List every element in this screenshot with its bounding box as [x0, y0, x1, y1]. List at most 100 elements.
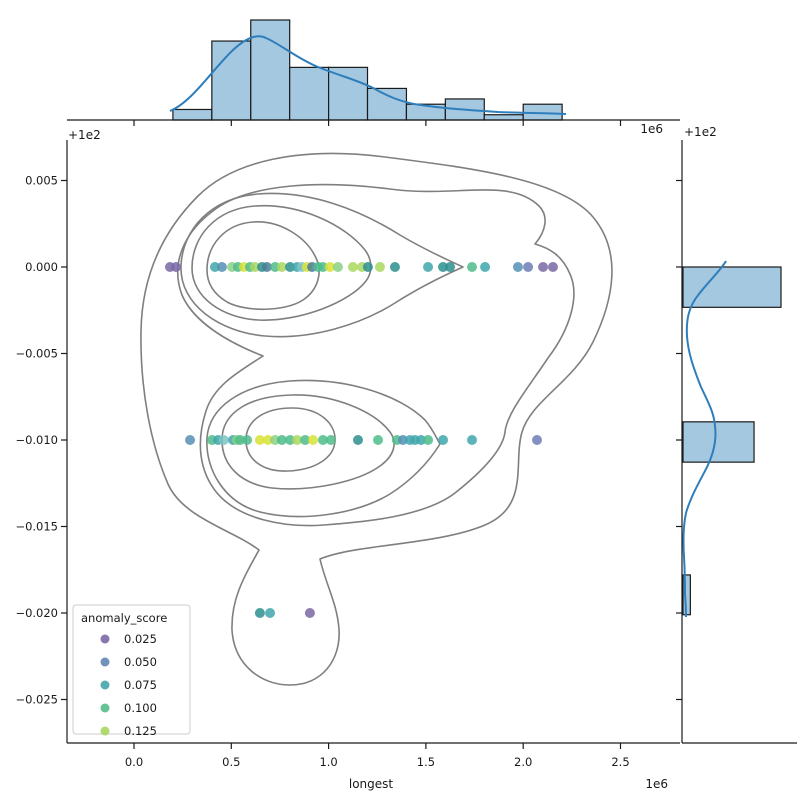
kde-contour-lines — [140, 152, 613, 686]
data-point — [254, 435, 265, 445]
data-point — [416, 435, 427, 445]
x-tick-label: 0.5 — [222, 755, 240, 769]
top-hist-bar — [172, 108, 213, 121]
x-tick-label: 1.0 — [319, 755, 337, 769]
kde-contour — [206, 221, 320, 311]
data-point — [538, 262, 549, 272]
data-point — [389, 262, 400, 272]
data-point — [218, 435, 229, 445]
data-point — [362, 262, 373, 272]
data-point — [532, 435, 543, 445]
data-point — [423, 262, 434, 272]
data-point — [397, 435, 408, 445]
data-point — [480, 262, 491, 272]
x-tick-label: 1.5 — [417, 755, 435, 769]
top-hist-bar — [250, 19, 291, 121]
y-tick-label: −0.020 — [15, 606, 58, 620]
legend: anomaly_score 0.025 0.050 0.075 0.100 0.125 — [72, 604, 191, 738]
scatter-points — [165, 262, 558, 618]
kde-contour — [177, 183, 575, 527]
y-tick-label: −0.025 — [15, 693, 58, 707]
top-hist-bar — [483, 114, 524, 121]
legend-entry-label: 0.025 — [124, 632, 157, 646]
data-point — [242, 435, 253, 445]
data-point — [265, 608, 276, 618]
data-point — [324, 262, 335, 272]
right-marginal-offset-label: +1e2 — [684, 125, 717, 139]
data-point — [276, 435, 287, 445]
main-y-offset-label: +1e2 — [68, 128, 101, 142]
data-point — [317, 262, 328, 272]
legend-entry-label: 0.125 — [124, 724, 157, 738]
data-point — [445, 262, 456, 272]
data-point — [292, 435, 303, 445]
data-point — [547, 262, 558, 272]
right-marginal-y-ticks — [676, 179, 682, 701]
x-tick-label: 2.5 — [611, 755, 629, 769]
data-point — [235, 435, 246, 445]
data-point — [325, 435, 336, 445]
data-point — [209, 262, 220, 272]
data-point — [317, 435, 328, 445]
legend-entry-label: 0.075 — [124, 678, 157, 692]
legend-title: anomaly_score — [81, 611, 167, 625]
right-hist-bar — [682, 421, 755, 463]
data-point — [308, 435, 319, 445]
right-kde-curve — [682, 260, 727, 618]
x-tick-label: 2.0 — [514, 755, 532, 769]
data-point — [523, 262, 534, 272]
legend-swatch — [100, 726, 110, 736]
top-marginal-x-ticks — [133, 120, 622, 126]
data-point — [467, 262, 478, 272]
data-point — [304, 608, 315, 618]
y-tick-label: −0.010 — [15, 433, 58, 447]
legend-entry-label: 0.100 — [124, 701, 157, 715]
data-point — [512, 262, 523, 272]
data-point — [261, 262, 272, 272]
data-point — [276, 262, 287, 272]
data-point — [374, 262, 385, 272]
y-tick-label: −0.005 — [15, 347, 58, 361]
data-point — [216, 262, 227, 272]
data-point — [467, 435, 478, 445]
right-marginal-histogram — [682, 266, 782, 616]
main-y-ticks: 0.005 0.000 −0.005 −0.010 −0.015 −0.020 −0.025 — [15, 174, 67, 707]
main-x-scale-label: 1e6 — [645, 777, 668, 791]
legend-items: 0.025 0.050 0.075 0.100 0.125 — [100, 632, 157, 738]
x-axis-label: longest — [349, 777, 394, 791]
legend-swatch — [100, 680, 110, 690]
data-point — [285, 262, 296, 272]
legend-swatch — [100, 634, 110, 644]
data-point — [250, 262, 261, 272]
kde-contour — [221, 394, 395, 490]
data-point — [347, 262, 358, 272]
top-hist-bar — [366, 87, 408, 121]
main-x-ticks: 0.0 0.5 1.0 1.5 2.0 2.5 — [125, 743, 630, 769]
kde-contour — [206, 379, 441, 518]
y-tick-label: 0.000 — [25, 260, 58, 274]
data-point — [263, 435, 274, 445]
data-point — [423, 435, 434, 445]
data-point — [285, 435, 296, 445]
top-marginal-histogram — [172, 19, 563, 121]
legend-swatch — [100, 703, 110, 713]
legend-swatch — [100, 657, 110, 667]
y-tick-label: −0.015 — [15, 520, 58, 534]
data-point — [171, 262, 182, 272]
data-point — [438, 262, 449, 272]
data-point — [438, 435, 449, 445]
data-point — [352, 435, 363, 445]
data-point — [185, 435, 196, 445]
top-hist-bar — [289, 66, 330, 121]
x-tick-label: 0.0 — [125, 755, 143, 769]
top-kde-curve — [169, 35, 567, 115]
right-hist-bar — [682, 266, 782, 308]
data-point — [254, 608, 265, 618]
data-point — [373, 435, 384, 445]
top-marginal-scale-label: 1e6 — [640, 122, 663, 136]
y-tick-label: 0.005 — [25, 174, 58, 188]
kde-contour — [180, 192, 464, 338]
kde-contour — [140, 152, 613, 686]
